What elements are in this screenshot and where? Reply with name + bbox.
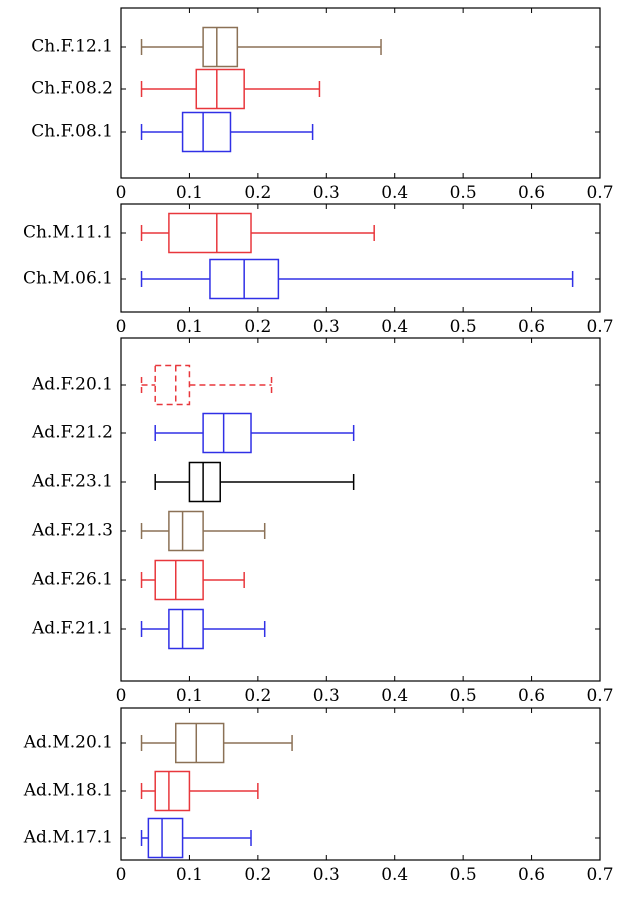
x-tick-label: 0.4 xyxy=(381,183,408,203)
category-label: Ad.F.26.1 xyxy=(31,570,113,590)
category-label: Ch.F.08.1 xyxy=(31,122,113,142)
category-label: Ad.M.18.1 xyxy=(23,781,113,801)
category-label: Ch.M.06.1 xyxy=(23,269,113,289)
category-label: Ad.F.21.3 xyxy=(31,521,113,541)
x-tick-label: 0.3 xyxy=(313,686,340,706)
box-Ad.F.21.2 xyxy=(154,412,355,454)
x-tick-label: 0.1 xyxy=(176,865,203,885)
iqr-box xyxy=(154,559,204,601)
iqr-box xyxy=(154,364,191,406)
box-Ch.M.06.1 xyxy=(140,258,574,300)
x-tick-label: 0.2 xyxy=(244,183,271,203)
panel-1: 0 0.1 0.2 0.3 0.4 0.5 0.6 0.7 Ch.F.12.1 Ch.F.08.2… xyxy=(31,7,614,203)
x-tick-label: 0.6 xyxy=(518,317,545,337)
x-tick-label: 0.2 xyxy=(244,865,271,885)
iqr-box xyxy=(147,817,184,859)
x-tick-label: 0.3 xyxy=(313,317,340,337)
category-label: Ch.F.08.2 xyxy=(31,79,113,99)
x-tick-label: 0.3 xyxy=(313,865,340,885)
box-Ad.M.20.1 xyxy=(140,722,293,764)
plot-frame xyxy=(120,203,601,313)
box-Ad.F.21.1 xyxy=(140,608,266,650)
x-tick-label: 0.3 xyxy=(313,183,340,203)
x-tick-label: 0.1 xyxy=(176,317,203,337)
category-label: Ad.F.23.1 xyxy=(31,472,113,492)
category-label: Ch.F.12.1 xyxy=(31,37,113,57)
x-tick-label: 0.7 xyxy=(586,865,613,885)
category-label: Ch.M.11.1 xyxy=(23,223,113,243)
category-label: Ad.M.20.1 xyxy=(23,733,113,753)
x-tick-label: 0.7 xyxy=(586,686,613,706)
box-Ad.F.23.1 xyxy=(154,461,355,503)
x-tick-label: 0 xyxy=(116,183,127,203)
iqr-box xyxy=(202,412,252,454)
x-tick-label: 0.5 xyxy=(450,865,477,885)
box-Ch.M.11.1 xyxy=(140,212,375,254)
x-tick-label: 0 xyxy=(116,865,127,885)
category-label: Ad.F.21.1 xyxy=(31,619,113,639)
plot-frame xyxy=(120,337,601,682)
plot-frame xyxy=(120,707,601,861)
x-tick-label: 0 xyxy=(116,317,127,337)
box-Ad.F.20.1 xyxy=(140,364,273,406)
x-tick-label: 0.2 xyxy=(244,317,271,337)
x-tick-label: 0.5 xyxy=(450,317,477,337)
iqr-box xyxy=(202,26,239,68)
plot-frame xyxy=(120,7,601,179)
iqr-box xyxy=(188,461,221,503)
x-tick-label: 0.6 xyxy=(518,865,545,885)
iqr-box xyxy=(168,608,204,650)
box-Ad.M.17.1 xyxy=(140,817,252,859)
box-Ch.F.12.1 xyxy=(140,26,382,68)
x-tick-label: 0.2 xyxy=(244,686,271,706)
x-tick-label: 0.6 xyxy=(518,183,545,203)
x-tick-label: 0.6 xyxy=(518,686,545,706)
box-Ch.F.08.1 xyxy=(140,111,314,153)
x-tick-label: 0.7 xyxy=(586,183,613,203)
box-Ch.F.08.2 xyxy=(140,68,321,110)
box-Ad.F.21.3 xyxy=(140,510,266,552)
category-label: Ad.F.20.1 xyxy=(31,375,113,395)
iqr-box xyxy=(168,510,204,552)
iqr-box xyxy=(195,68,245,110)
x-tick-label: 0.1 xyxy=(176,686,203,706)
iqr-box xyxy=(168,212,252,254)
box-Ad.M.18.1 xyxy=(140,770,259,812)
x-tick-label: 0.4 xyxy=(381,865,408,885)
iqr-box xyxy=(174,722,225,764)
panel-2: 0 0.1 0.2 0.3 0.4 0.5 0.6 0.7 Ch.M.11.1 Ch.M.06.1 xyxy=(23,203,614,337)
iqr-box xyxy=(181,111,232,153)
x-tick-label: 0.7 xyxy=(586,317,613,337)
panel-3: 0 0.1 0.2 0.3 0.4 0.5 0.6 0.7 Ad.F.20.1 Ad.F.21.2… xyxy=(31,337,614,706)
x-tick-label: 0.5 xyxy=(450,183,477,203)
x-tick-label: 0.4 xyxy=(381,686,408,706)
x-tick-label: 0.1 xyxy=(176,183,203,203)
x-tick-label: 0.4 xyxy=(381,317,408,337)
iqr-box xyxy=(154,770,191,812)
panel-4: 0 0.1 0.2 0.3 0.4 0.5 0.6 0.7 Ad.M.20.1 Ad.M.18.1… xyxy=(23,707,614,885)
category-label: Ad.F.21.2 xyxy=(31,423,113,443)
x-tick-label: 0 xyxy=(116,686,127,706)
x-tick-label: 0.5 xyxy=(450,686,477,706)
category-label: Ad.M.17.1 xyxy=(23,828,113,848)
box-Ad.F.26.1 xyxy=(140,559,245,601)
